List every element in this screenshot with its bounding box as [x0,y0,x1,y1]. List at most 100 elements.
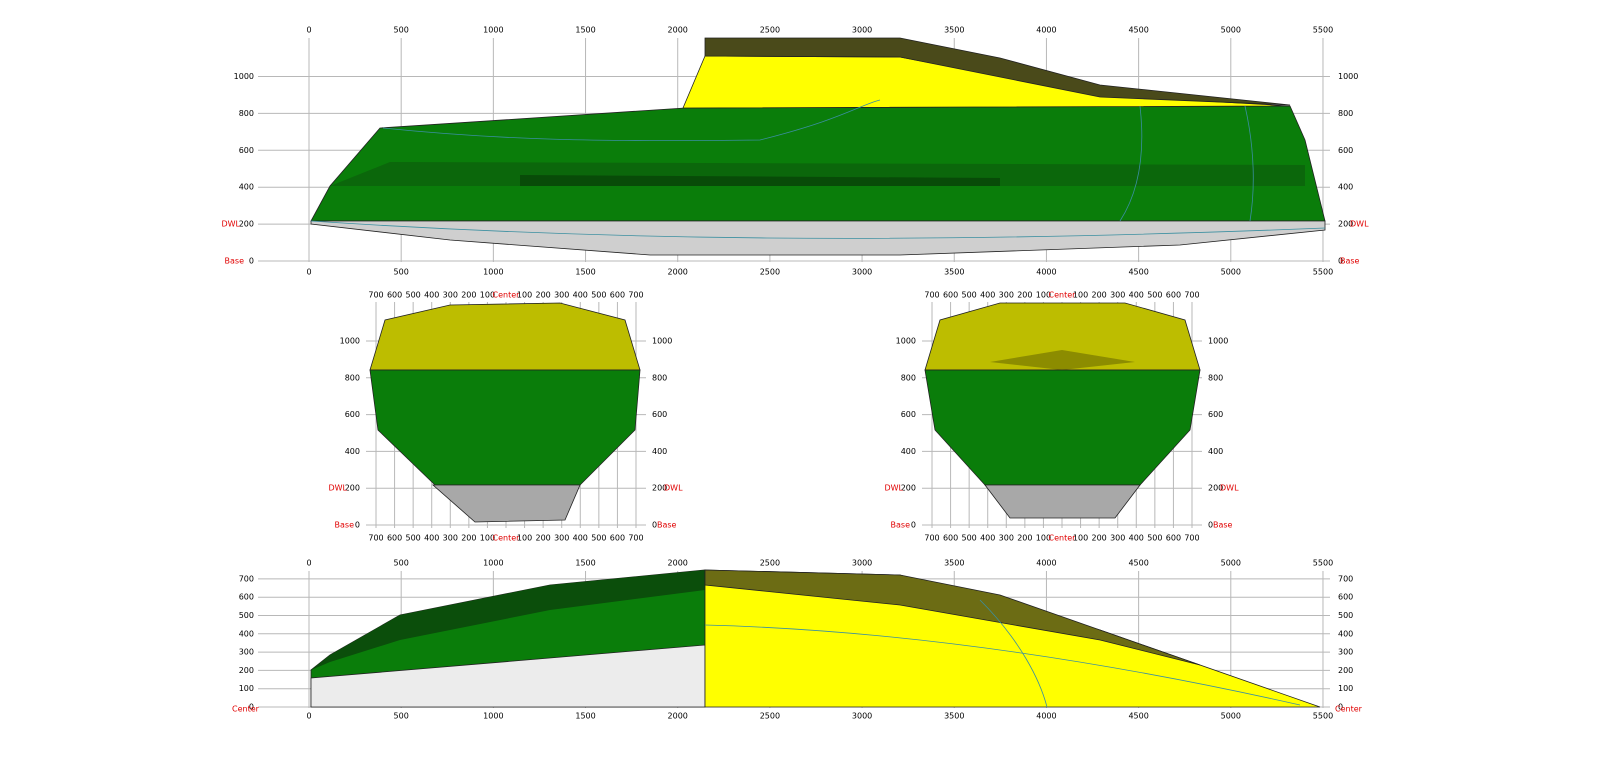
tick-label: 5000 [1221,559,1241,568]
tick-label: 400 [1129,291,1144,300]
tick-label: 500 [962,291,977,300]
tick-label: 1000 [896,337,916,346]
tick-label: Center [493,291,521,300]
tick-label: 4000 [1036,268,1056,277]
tick-label: 1500 [575,559,595,568]
tick-label: 1000 [483,559,503,568]
tick-label: 400 [573,534,588,543]
tick-label: Base [1213,521,1233,530]
tick-label: 0 [652,521,657,530]
tick-label: 4000 [1036,559,1056,568]
body-view-hull [369,302,641,523]
tick-label: 100 [480,534,495,543]
tick-label: 600 [1208,410,1223,419]
tick-label: 0 [306,26,311,35]
tick-label: 200 [652,484,667,493]
tick-label: 2000 [668,268,688,277]
tick-label: 200 [535,534,550,543]
tick-label: 5500 [1313,26,1333,35]
tick-label: 500 [406,291,421,300]
tick-label: 600 [1338,146,1353,155]
tick-label: DWL [1350,220,1369,229]
tick-label: 5500 [1313,268,1333,277]
body-view-hull [924,302,1201,519]
tick-label: 300 [1110,534,1125,543]
tick-label: 5000 [1221,712,1241,721]
tick-label: 3500 [944,559,964,568]
tick-label: 100 [239,684,254,693]
tick-label: 300 [554,534,569,543]
tick-label: 300 [1338,648,1353,657]
tick-label: 800 [1338,109,1353,118]
tick-label: 100 [1073,534,1088,543]
tick-label: 400 [980,291,995,300]
tick-label: 100 [517,291,532,300]
tick-label: 500 [406,534,421,543]
tick-label: 0 [355,521,360,530]
tick-label: 100 [1073,291,1088,300]
tick-label: 800 [901,373,916,382]
tick-label: 500 [394,712,409,721]
tick-label: Base [335,521,355,530]
tick-label: 1000 [652,337,672,346]
profile-hull [310,37,1326,256]
tick-label: 600 [943,534,958,543]
tick-label: 500 [1147,534,1162,543]
tick-label: 600 [943,291,958,300]
tick-label: Base [657,521,677,530]
tick-label: 5500 [1313,559,1333,568]
tick-label: Center [1049,291,1077,300]
tick-label: 1000 [1338,72,1358,81]
tick-label: 200 [1091,534,1106,543]
tick-label: DWL [884,484,903,493]
tick-label: 600 [1166,291,1181,300]
tick-label: 800 [345,373,360,382]
tick-label: 800 [652,373,667,382]
tick-label: 300 [999,291,1014,300]
tick-label: 200 [1017,534,1032,543]
tick-label: 700 [368,534,383,543]
tick-label: 4000 [1036,26,1056,35]
tick-label: 100 [1338,684,1353,693]
tick-label: 600 [239,593,254,602]
tick-label: 100 [1036,291,1051,300]
tick-label: 600 [610,534,625,543]
tick-label: 0 [249,703,254,712]
tick-label: 200 [239,666,254,675]
tick-label: DWL [328,484,347,493]
tick-label: 2500 [760,26,780,35]
tick-label: 3000 [852,26,872,35]
tick-label: 700 [924,534,939,543]
tick-label: 4500 [1128,712,1148,721]
tick-label: 1500 [575,268,595,277]
tick-label: 500 [394,559,409,568]
tick-label: 400 [239,183,254,192]
tick-label: Base [225,257,245,266]
tick-label: 0 [306,559,311,568]
tick-label: 400 [1338,629,1353,638]
tick-label: 400 [573,291,588,300]
tick-label: DWL [221,220,240,229]
tick-label: 500 [239,611,254,620]
tick-label: 600 [1338,593,1353,602]
tick-label: 200 [1338,666,1353,675]
tick-label: 4500 [1128,268,1148,277]
tick-label: 300 [554,291,569,300]
tick-label: 600 [345,410,360,419]
tick-label: 5000 [1221,26,1241,35]
tick-label: 500 [591,534,606,543]
tick-label: 700 [239,574,254,583]
tick-label: 400 [980,534,995,543]
tick-label: 1500 [575,712,595,721]
tick-label: Base [1340,257,1360,266]
tick-label: 200 [461,534,476,543]
tick-label: 500 [394,26,409,35]
tick-label: 1000 [340,337,360,346]
tick-label: DWL [1220,484,1239,493]
tick-label: 700 [1338,574,1353,583]
tick-label: 700 [1184,534,1199,543]
tick-label: 0 [1338,703,1343,712]
tick-label: 4500 [1128,26,1148,35]
tick-label: 200 [345,484,360,493]
